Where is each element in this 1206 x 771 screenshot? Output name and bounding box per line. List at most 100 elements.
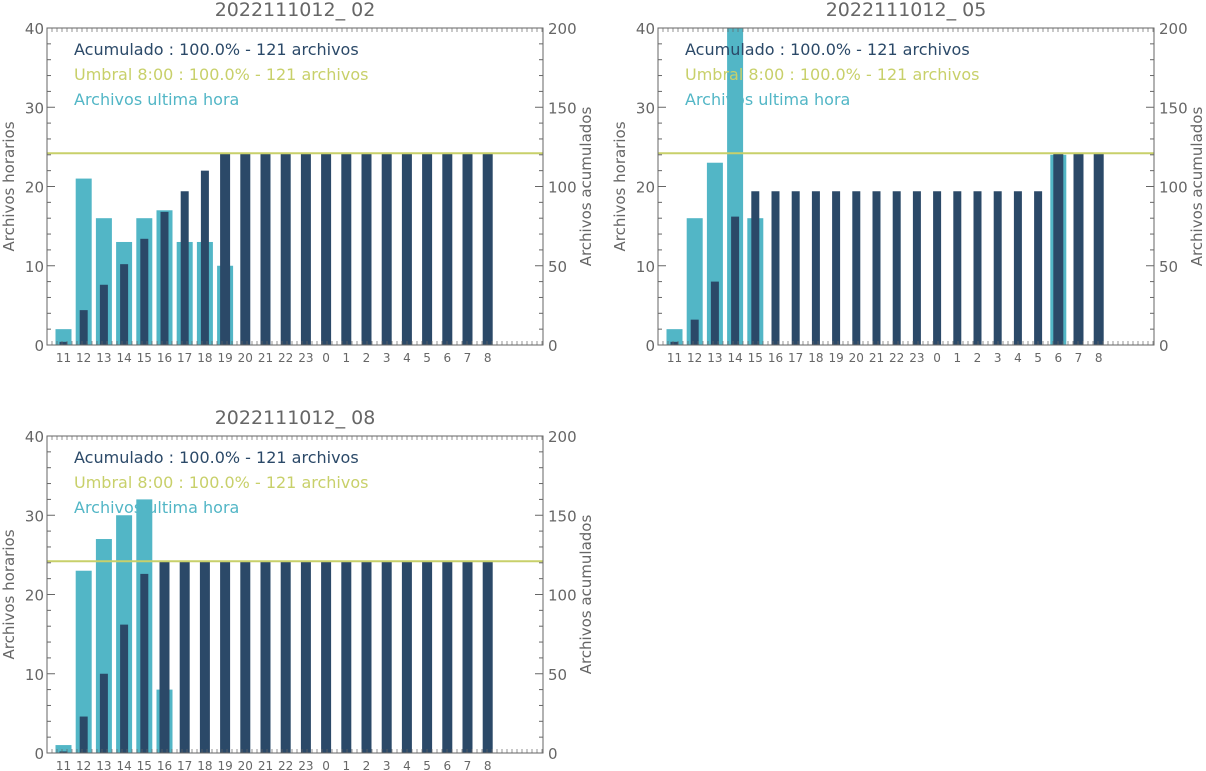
xtick-label: 18 <box>197 759 212 771</box>
cumulative-bar <box>140 573 149 753</box>
ylabel-right: Archivos acumulados <box>1188 107 1206 267</box>
xtick-label: 15 <box>137 759 152 771</box>
cumulative-bar <box>811 191 820 345</box>
cumulative-bar <box>690 319 699 345</box>
legend-entry: Archivos ultima hora <box>74 498 239 517</box>
xtick-label: 18 <box>197 351 212 365</box>
xtick-label: 7 <box>1075 351 1083 365</box>
ytick-right-label: 200 <box>548 20 577 38</box>
xtick-label: 13 <box>707 351 722 365</box>
ylabel-right: Archivos acumulados <box>577 515 595 675</box>
xtick-label: 20 <box>849 351 864 365</box>
xtick-label: 21 <box>258 351 273 365</box>
xtick-label: 5 <box>1034 351 1042 365</box>
cumulative-bar <box>180 191 189 345</box>
cumulative-bar <box>361 153 372 345</box>
xtick-label: 16 <box>768 351 783 365</box>
legend-entry: Umbral 8:00 : 100.0% - 121 archivos <box>685 65 979 84</box>
cumulative-bar <box>892 191 901 345</box>
ytick-left-label: 10 <box>25 258 44 276</box>
ytick-right-label: 100 <box>548 179 577 197</box>
xtick-label: 14 <box>727 351 742 365</box>
ytick-left-label: 10 <box>25 666 44 684</box>
cumulative-bar <box>140 238 149 345</box>
xtick-label: 17 <box>788 351 803 365</box>
ytick-right-label: 150 <box>1159 99 1188 117</box>
cumulative-bar <box>872 191 881 345</box>
xtick-label: 14 <box>116 351 131 365</box>
xtick-label: 6 <box>443 759 451 771</box>
xtick-label: 2 <box>363 351 371 365</box>
xtick-label: 4 <box>403 351 411 365</box>
cumulative-bar <box>199 561 210 753</box>
xtick-label: 21 <box>258 759 273 771</box>
xtick-label: 16 <box>157 759 172 771</box>
xtick-label: 23 <box>909 351 924 365</box>
xtick-label: 5 <box>423 759 431 771</box>
cumulative-bar <box>953 191 962 345</box>
xtick-label: 12 <box>76 759 91 771</box>
xtick-label: 22 <box>278 351 293 365</box>
xtick-label: 21 <box>869 351 884 365</box>
cumulative-bar <box>401 153 412 345</box>
cumulative-bar <box>1013 191 1022 345</box>
cumulative-bar <box>280 153 291 345</box>
cumulative-bar <box>341 153 352 345</box>
cumulative-bar <box>341 561 352 753</box>
cumulative-bar <box>321 153 332 345</box>
xtick-label: 4 <box>403 759 411 771</box>
cumulative-bar <box>993 191 1002 345</box>
xtick-label: 1 <box>953 351 961 365</box>
cumulative-bar <box>462 153 473 345</box>
cumulative-bar <box>1093 153 1104 345</box>
xtick-label: 1 <box>342 759 350 771</box>
ytick-left-label: 30 <box>25 507 44 525</box>
legend-entry: Acumulado : 100.0% - 121 archivos <box>74 448 359 467</box>
xtick-label: 0 <box>933 351 941 365</box>
xtick-label: 17 <box>177 759 192 771</box>
ytick-right-label: 200 <box>1159 20 1188 38</box>
cumulative-bar <box>422 561 433 753</box>
xtick-label: 11 <box>667 351 682 365</box>
ytick-left-label: 40 <box>25 428 44 446</box>
ylabel-left: Archivos horarios <box>611 121 629 251</box>
bars <box>666 28 1104 345</box>
ytick-left-label: 30 <box>636 99 655 117</box>
cumulative-bar <box>710 281 719 345</box>
cumulative-bar <box>791 191 800 345</box>
cumulative-bar <box>179 561 190 753</box>
hourly-bar <box>666 329 683 345</box>
legend-entry: Umbral 8:00 : 100.0% - 121 archivos <box>74 65 368 84</box>
cumulative-bar <box>59 751 68 753</box>
xtick-label: 11 <box>56 759 71 771</box>
cumulative-bar <box>751 191 760 345</box>
xtick-label: 14 <box>116 759 131 771</box>
xtick-label: 20 <box>238 759 253 771</box>
hourly-bar <box>55 329 72 345</box>
ytick-left-label: 0 <box>34 745 44 763</box>
ytick-left-label: 30 <box>25 99 44 117</box>
cumulative-bar <box>79 716 88 753</box>
chart-title: 2022111012_ 08 <box>215 407 376 429</box>
ytick-left-label: 40 <box>636 20 655 38</box>
cumulative-bar <box>260 561 271 753</box>
cumulative-bar <box>482 153 493 345</box>
hourly-bar <box>686 218 703 345</box>
ytick-right-label: 200 <box>548 428 577 446</box>
xtick-label: 15 <box>137 351 152 365</box>
ylabel-left: Archivos horarios <box>0 529 18 659</box>
legend-entry: Umbral 8:00 : 100.0% - 121 archivos <box>74 473 368 492</box>
xtick-label: 19 <box>828 351 843 365</box>
ytick-left-label: 0 <box>645 337 655 355</box>
cumulative-bar <box>300 153 311 345</box>
ytick-left-label: 10 <box>636 258 655 276</box>
cumulative-bar <box>200 170 209 345</box>
cumulative-bar <box>1073 153 1084 345</box>
ytick-left-label: 40 <box>25 20 44 38</box>
xtick-label: 6 <box>443 351 451 365</box>
xtick-label: 0 <box>322 759 330 771</box>
cumulative-bar <box>59 341 68 345</box>
xtick-label: 7 <box>464 759 472 771</box>
xtick-label: 19 <box>217 351 232 365</box>
legend-entry: Archivos ultima hora <box>685 90 850 109</box>
